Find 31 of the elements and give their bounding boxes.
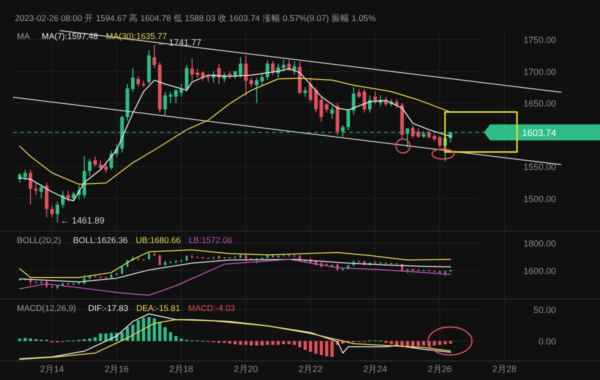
x-tick-label: 2月20 — [234, 364, 258, 374]
legend-title: MACD(12,26,9) — [17, 303, 76, 313]
text: MACD:-4.03 — [188, 303, 236, 313]
series-label: DEA:-15.81 — [136, 303, 180, 313]
text: LB:1572.06 — [188, 235, 232, 245]
y-tick-label: 1550.00 — [523, 162, 556, 172]
annotation: ← 1461.89 — [60, 215, 104, 226]
text: BOLL:1626.36 — [72, 235, 128, 245]
series-label: DIF:-17.83 — [88, 303, 128, 313]
x-tick-label: 2月28 — [492, 364, 516, 374]
legend-title: MA — [17, 31, 30, 41]
text: MA(7):1597.48 — [42, 31, 98, 41]
ref-line-label: 1603.74 — [522, 128, 556, 139]
chart-title: 2023-02-26 08:00 开 1594.67 高 1604.78 低 1588.03 收 1603.74 涨幅 0.57%(9.07) 振幅 1.05% — [15, 13, 376, 23]
text: MA(30):1635.77 — [106, 31, 168, 41]
x-tick-label: 2月16 — [104, 364, 129, 374]
x-tick-label: 2月14 — [40, 364, 64, 374]
series-label: UB:1680.66 — [136, 235, 181, 245]
y-tick-label: 1600.00 — [523, 266, 556, 276]
x-tick-label: 2月18 — [169, 364, 194, 374]
y-tick-label: 0.00 — [538, 336, 556, 347]
y-tick-label: 1800.00 — [523, 238, 556, 248]
y-tick-label: 1650.00 — [523, 98, 556, 109]
y-tick-label: 1750.00 — [523, 35, 556, 46]
x-tick-label: 2月24 — [363, 364, 388, 374]
y-tick-label: 1500.00 — [523, 194, 556, 204]
x-tick-label: 2月22 — [298, 364, 323, 374]
legend-title: BOLL(20,2) — [17, 235, 62, 245]
y-tick-label: 50.00 — [533, 304, 556, 315]
y-tick-label: 1700.00 — [523, 66, 556, 77]
x-tick-label: 2月26 — [428, 364, 452, 374]
